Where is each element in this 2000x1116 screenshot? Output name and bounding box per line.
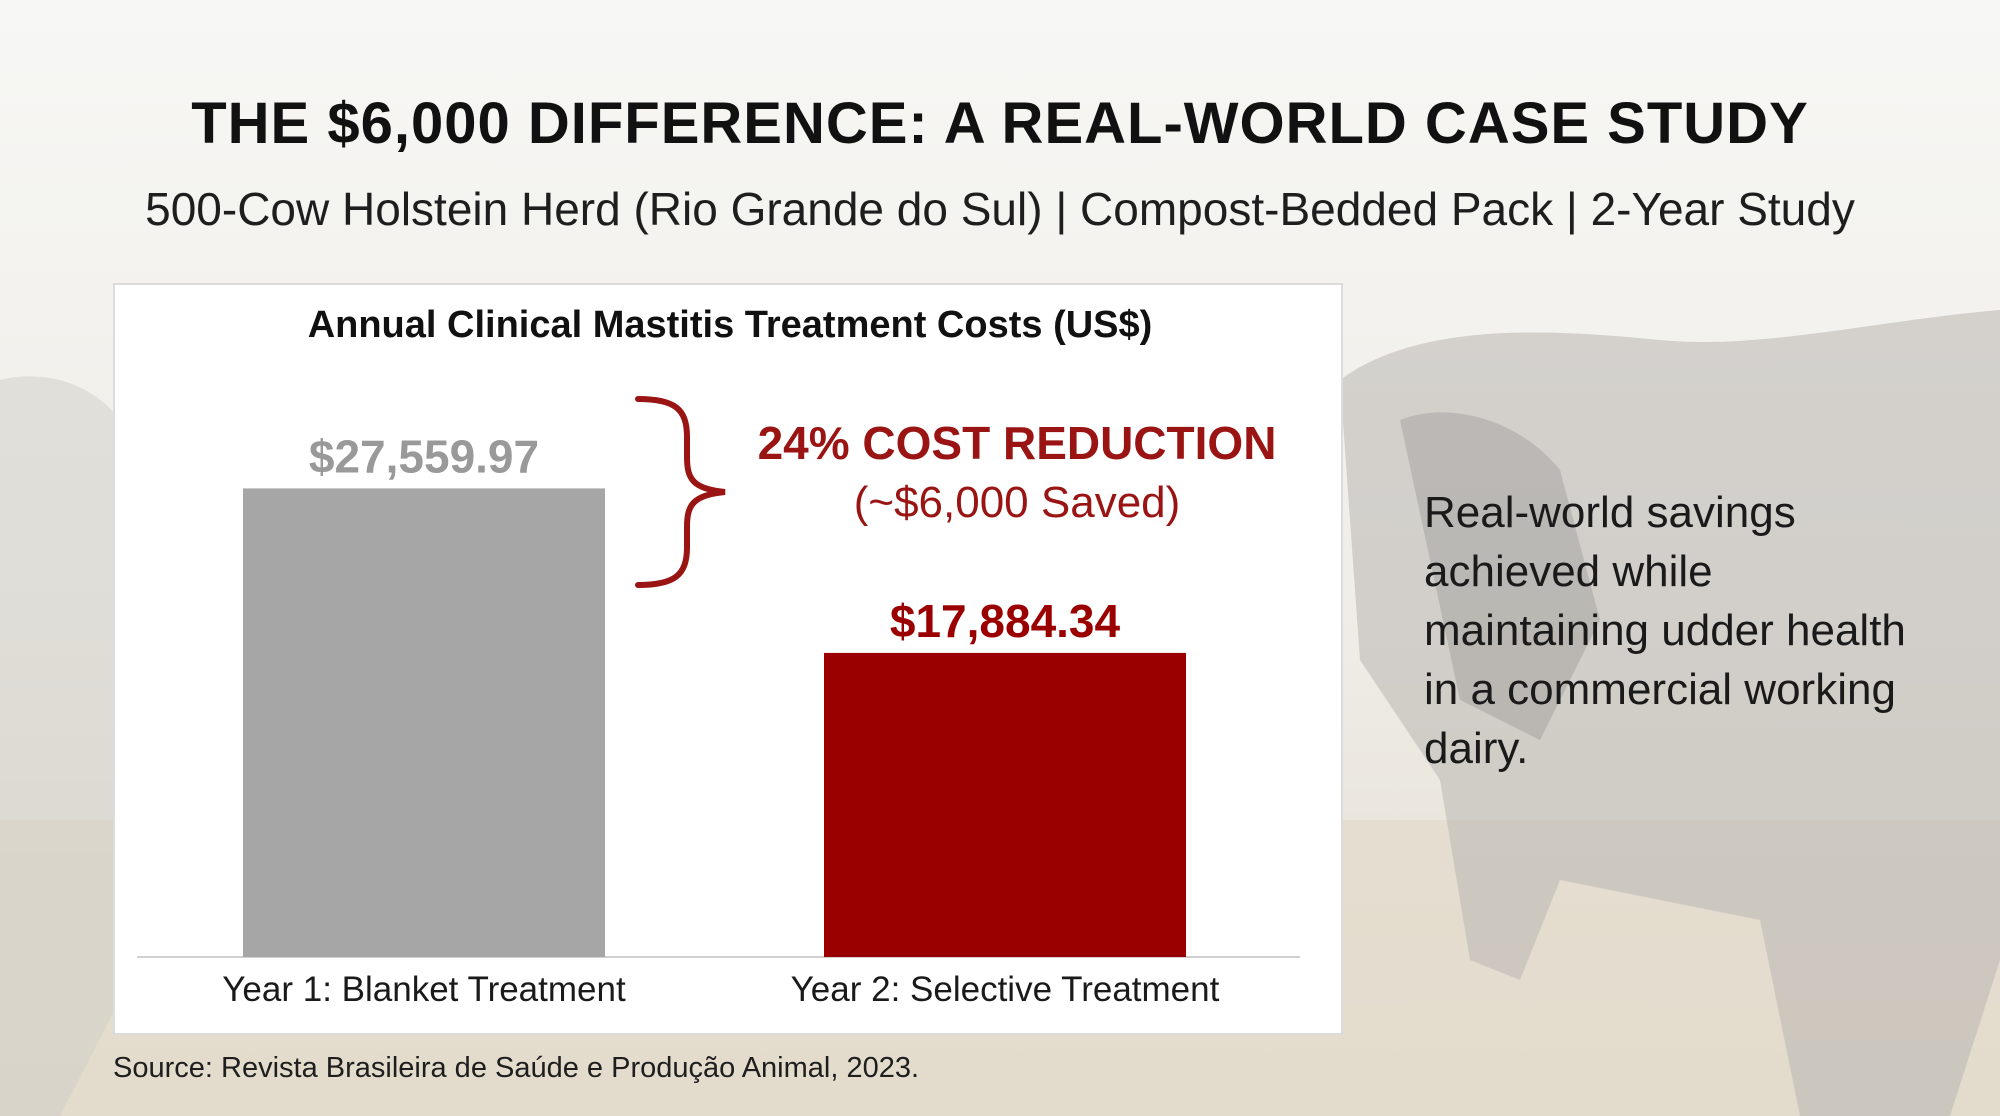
bar-value-label-1: $27,559.97 (309, 430, 539, 482)
bar-value-label-2: $17,884.34 (890, 595, 1121, 647)
reduction-brace (635, 396, 726, 588)
x-tick-label-2: Year 2: Selective Treatment (791, 970, 1220, 1009)
annotation-headline: 24% COST REDUCTION (758, 417, 1277, 469)
bar-chart: Annual Clinical Mastitis Treatment Costs… (137, 304, 1300, 1009)
side-note: Real-world savings achieved while mainta… (1424, 488, 1906, 773)
source-citation: Source: Revista Brasileira de Saúde e Pr… (113, 1052, 920, 1084)
slide-subtitle: 500-Cow Holstein Herd (Rio Grande do Sul… (145, 183, 1855, 235)
chart-panel: Annual Clinical Mastitis Treatment Costs… (113, 283, 1343, 1035)
chart-title: Annual Clinical Mastitis Treatment Costs… (308, 304, 1153, 346)
bar-1 (243, 488, 605, 957)
bar-2 (824, 652, 1186, 957)
x-tick-label-1: Year 1: Blanket Treatment (222, 970, 626, 1009)
slide-title: THE $6,000 DIFFERENCE: A REAL-WORLD CASE… (191, 91, 1809, 156)
annotation-detail: (~$6,000 Saved) (854, 478, 1181, 527)
